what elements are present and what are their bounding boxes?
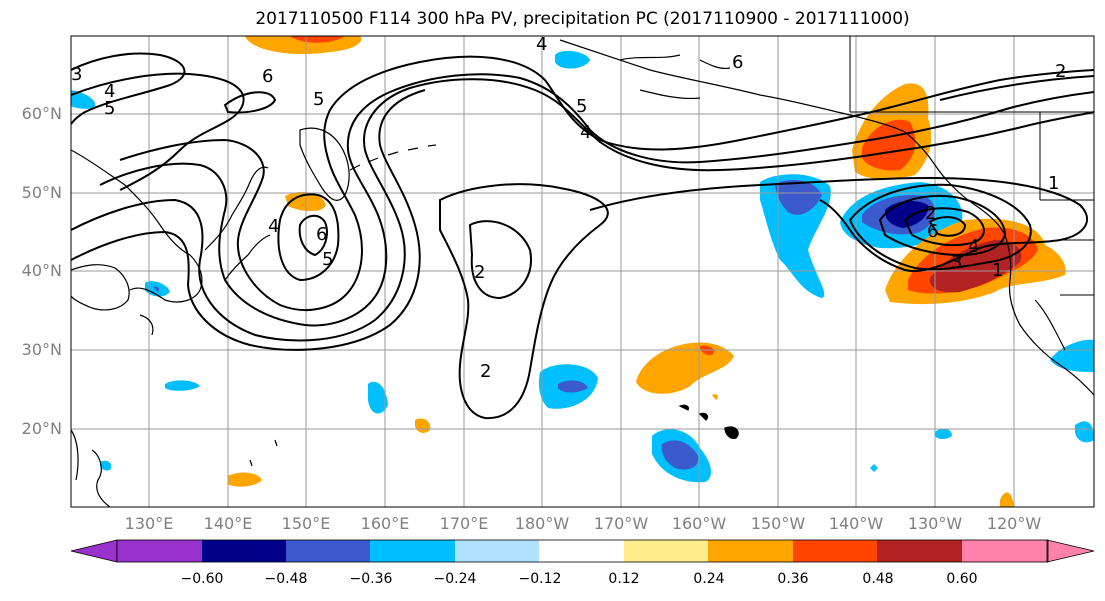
contour-label: 2 [480, 361, 491, 382]
colorbar-tick-label: 0.60 [946, 571, 978, 587]
lon-label: 170°W [593, 514, 649, 533]
colorbar-tick-label: 0.12 [608, 571, 640, 587]
colorbar-bin [286, 540, 371, 562]
lon-label: 130°E [124, 514, 174, 533]
contour-label: 4 [536, 34, 547, 55]
colorbar-bin [455, 540, 540, 562]
colorbar-bin [539, 540, 625, 562]
colorbar-tick-label: 0.48 [862, 571, 894, 587]
colorbar-bin [202, 540, 287, 562]
colorbar-bin [370, 540, 456, 562]
lat-label: 20°N [21, 419, 62, 438]
contour-label: 5 [104, 98, 115, 119]
contour-label: 4 [968, 236, 979, 257]
colorbar-tick-label: 0.36 [777, 571, 809, 587]
colorbar-bin [708, 540, 794, 562]
contour-label: 3 [951, 252, 962, 273]
colorbar-tick-label: −0.24 [433, 571, 477, 587]
lat-label: 30°N [21, 340, 62, 359]
precip-shading [71, 36, 1094, 507]
lon-label: 120°W [986, 514, 1042, 533]
contour-label: 4 [580, 122, 591, 143]
lon-label: 130°W [907, 514, 963, 533]
lat-label: 50°N [21, 183, 62, 202]
colorbar-tick-label: −0.36 [349, 571, 393, 587]
contour-label: 1 [992, 260, 1003, 281]
colorbar-tick-label: −0.48 [264, 571, 308, 587]
colorbar-tick-label: −0.60 [180, 571, 224, 587]
lon-label: 150°E [281, 514, 331, 533]
colorbar-tick-label: 0.24 [693, 571, 725, 587]
contour-label: 3 [71, 64, 82, 85]
colorbar-bin [962, 540, 1048, 562]
contour-label: 1 [1048, 173, 1059, 194]
colorbar [70, 539, 1095, 563]
lon-label: 170°E [439, 514, 489, 533]
lat-label: 60°N [21, 104, 62, 123]
lon-label: 160°E [360, 514, 410, 533]
lon-label: 160°W [671, 514, 727, 533]
colorbar-bin [117, 540, 203, 562]
colorbar-tick-label: −0.12 [518, 571, 562, 587]
contour-label: 6 [927, 221, 938, 242]
contour-label: 4 [268, 216, 279, 237]
lon-label: 180°W [514, 514, 570, 533]
lat-label: 40°N [21, 261, 62, 280]
contour-label: 4 [104, 81, 115, 102]
contour-label: 6 [316, 224, 327, 245]
colorbar-extend-low [70, 539, 118, 563]
contour-label: 5 [313, 89, 324, 110]
contour-label: 6 [262, 66, 273, 87]
contour-label: 2 [474, 262, 485, 283]
colorbar-bin [877, 540, 963, 562]
contour-label: 5 [322, 249, 333, 270]
colorbar-bin [793, 540, 878, 562]
colorbar-bin [624, 540, 709, 562]
pv-contours [71, 52, 1094, 420]
contour-label: 2 [1055, 61, 1066, 82]
contour-label: 2 [925, 203, 936, 224]
map-title: 2017110500 F114 300 hPa PV, precipitatio… [255, 9, 910, 29]
colorbar-extend-high [1046, 539, 1095, 563]
contour-label: 6 [732, 52, 743, 73]
contour-labels: 3 4 5 6 5 4 6 5 4 4 6 5 2 2 2 1 2 6 3 4 … [71, 34, 1066, 382]
lon-label: 140°W [828, 514, 884, 533]
lon-label: 140°E [203, 514, 253, 533]
lon-label: 150°W [750, 514, 806, 533]
contour-label: 5 [576, 96, 587, 117]
